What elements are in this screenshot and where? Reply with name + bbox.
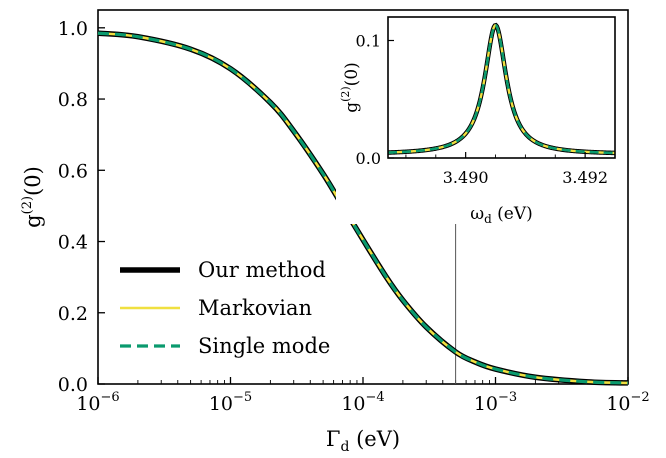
inset-y-tick-label: 0.1 bbox=[356, 32, 381, 51]
legend: Our method Markovian Single mode bbox=[120, 258, 330, 358]
inset-plot-frame bbox=[387, 16, 616, 159]
y-tick-label: 0.0 bbox=[58, 374, 88, 396]
x-tick-label: 10−4 bbox=[341, 390, 384, 415]
legend-label: Markovian bbox=[198, 296, 312, 320]
y-tick-label: 0.4 bbox=[58, 232, 88, 254]
inset-y-ticks: 0.0 0.1 bbox=[356, 32, 394, 168]
inset-series-line-single-mode bbox=[387, 23, 616, 155]
main-x-axis-label: Γd (eV) bbox=[326, 427, 400, 455]
x-tick-label: 10−5 bbox=[209, 390, 252, 415]
inset-plot: 3.490 3.492 0.00.1 ωd (eV) g(2)(0) bbox=[336, 11, 621, 226]
main-x-ticks: 10−6 10−5 10−4 10−3 10−2 bbox=[76, 377, 650, 415]
inset-plot-background bbox=[336, 11, 621, 224]
y-tick-label: 0.8 bbox=[58, 89, 88, 111]
x-tick-label: 10−2 bbox=[606, 390, 649, 415]
inset-x-tick-label: 3.492 bbox=[562, 168, 608, 187]
x-tick-label: 10−3 bbox=[474, 390, 517, 415]
inset-series bbox=[387, 22, 616, 156]
inset-x-tick-label: 3.490 bbox=[443, 168, 489, 187]
main-y-ticks: 0.0 0.2 0.4 0.6 0.8 1.0 bbox=[58, 18, 105, 396]
main-series bbox=[97, 30, 629, 386]
legend-label: Our method bbox=[198, 258, 326, 282]
y-tick-label: 0.2 bbox=[58, 303, 88, 325]
y-tick-label: 0.6 bbox=[58, 160, 88, 182]
main-y-axis-label: g(2)(0) bbox=[20, 166, 45, 228]
legend-label: Single mode bbox=[198, 334, 330, 358]
series-line-single-mode bbox=[97, 31, 629, 385]
inset-x-axis-label: ωd (eV) bbox=[470, 204, 533, 226]
inset-x-ticks: 3.490 3.492 bbox=[405, 152, 608, 187]
x-tick-label: 10−6 bbox=[76, 390, 119, 415]
inset-y-tick-label: 0.0 bbox=[356, 149, 381, 168]
y-tick-label: 1.0 bbox=[58, 18, 88, 40]
